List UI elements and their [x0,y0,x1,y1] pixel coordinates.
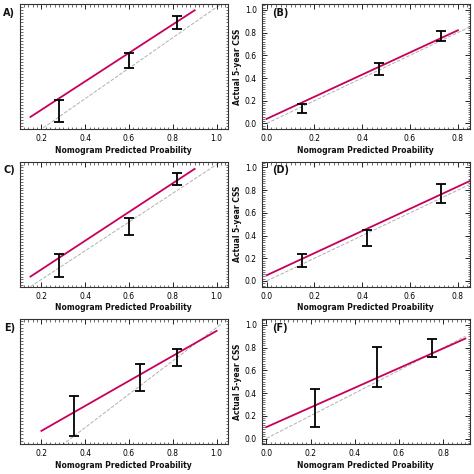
Text: A): A) [3,8,15,18]
Y-axis label: Actual 5-year CSS: Actual 5-year CSS [233,344,242,420]
Text: E): E) [4,323,15,333]
Y-axis label: Actual 5-year CSS: Actual 5-year CSS [233,28,242,105]
X-axis label: Nomogram Predicted Proability: Nomogram Predicted Proability [298,461,434,470]
Y-axis label: Actual 5-year CSS: Actual 5-year CSS [233,186,242,263]
X-axis label: Nomogram Predicted Proability: Nomogram Predicted Proability [55,461,192,470]
X-axis label: Nomogram Predicted Proability: Nomogram Predicted Proability [298,303,434,312]
X-axis label: Nomogram Predicted Proability: Nomogram Predicted Proability [298,146,434,155]
Text: C): C) [4,165,15,175]
Text: (B): (B) [272,8,289,18]
X-axis label: Nomogram Predicted Proability: Nomogram Predicted Proability [55,303,192,312]
Text: (D): (D) [272,165,289,175]
X-axis label: Nomogram Predicted Proability: Nomogram Predicted Proability [55,146,192,155]
Text: (F): (F) [272,323,288,333]
